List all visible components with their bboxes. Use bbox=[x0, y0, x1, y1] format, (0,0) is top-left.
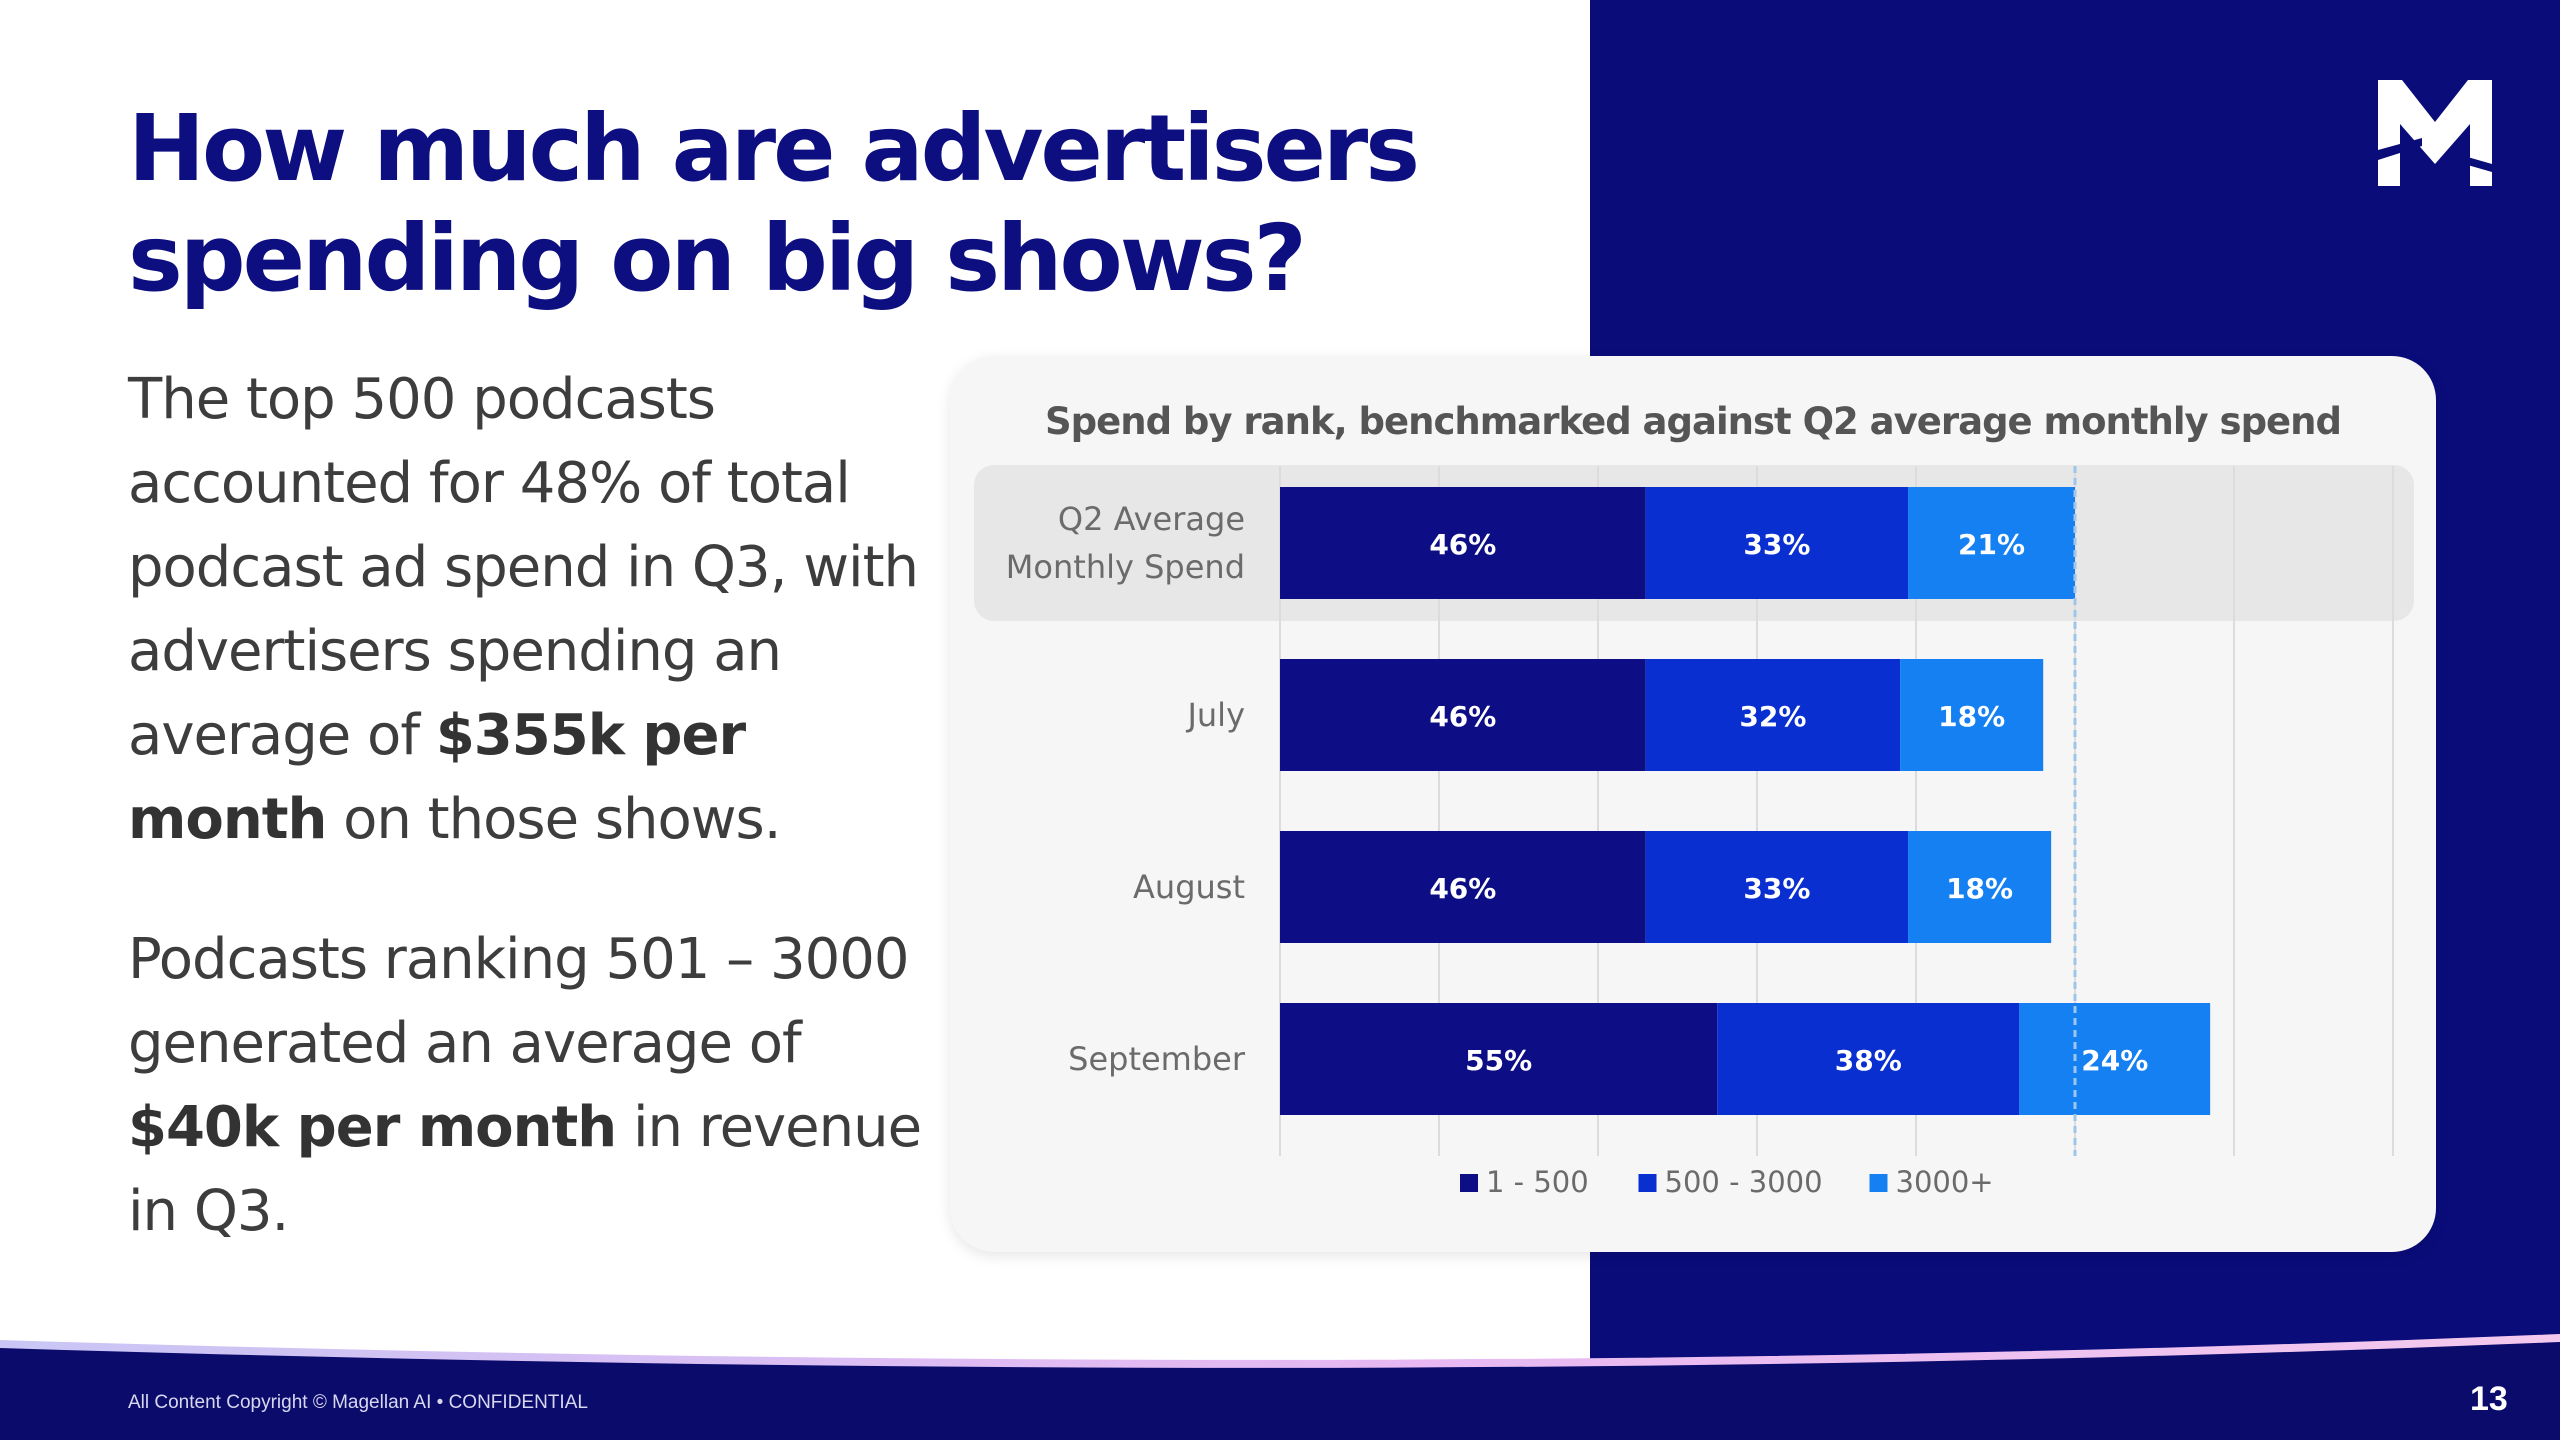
footer-copyright: All Content Copyright © Magellan AI • CO… bbox=[128, 1392, 588, 1413]
legend-label: 3000+ bbox=[1896, 1165, 1994, 1199]
bar-segment bbox=[1645, 659, 1901, 771]
bar-segment bbox=[1280, 831, 1646, 943]
legend-label: 500 - 3000 bbox=[1665, 1165, 1823, 1199]
page-number: 13 bbox=[2470, 1380, 2508, 1418]
bar-data-label: 32% bbox=[1739, 700, 1806, 733]
bar-data-label: 46% bbox=[1429, 872, 1496, 905]
footer-band bbox=[0, 1342, 2560, 1440]
bar-data-label: 33% bbox=[1743, 528, 1810, 561]
bar-data-label: 18% bbox=[1938, 700, 2005, 733]
bar-segment bbox=[1645, 831, 1909, 943]
emphasis-40k: $40k per month bbox=[128, 1095, 617, 1160]
title-line-1: How much are advertisers bbox=[128, 95, 1420, 202]
legend-label: 1 - 500 bbox=[1486, 1165, 1589, 1199]
category-label: July bbox=[1185, 696, 1245, 734]
bar-segment bbox=[1280, 659, 1646, 771]
chart-title: Spend by rank, benchmarked against Q2 av… bbox=[1045, 400, 2341, 443]
slide-title: How much are advertisers spending on big… bbox=[128, 94, 1528, 314]
bar-segment bbox=[1908, 831, 2052, 943]
category-label: August bbox=[1133, 868, 1245, 906]
magellan-logo-icon bbox=[2378, 80, 2492, 186]
bar-data-label: 55% bbox=[1465, 1044, 1532, 1077]
bar-segment bbox=[1280, 487, 1646, 599]
legend-swatch bbox=[1638, 1174, 1657, 1192]
category-label: September bbox=[1068, 1040, 1246, 1078]
bar-segment bbox=[1717, 1003, 2020, 1115]
bar-segment bbox=[1900, 659, 2044, 771]
bar-data-label: 38% bbox=[1835, 1044, 1902, 1077]
bar-data-label: 18% bbox=[1946, 872, 2013, 905]
title-line-2: spending on big shows? bbox=[128, 205, 1307, 312]
chart-card: Spend by rank, benchmarked against Q2 av… bbox=[950, 356, 2436, 1252]
bar-data-label: 33% bbox=[1743, 872, 1810, 905]
legend-swatch bbox=[1869, 1174, 1888, 1192]
bar-segment bbox=[1645, 487, 1909, 599]
bar-segment bbox=[2019, 1003, 2211, 1115]
bar-data-label: 24% bbox=[2081, 1044, 2148, 1077]
bar-segment bbox=[1280, 1003, 1718, 1115]
bar-segment bbox=[1908, 487, 2075, 599]
emphasis-355k: $355k per month bbox=[128, 703, 746, 852]
stacked-bar-chart: Spend by rank, benchmarked against Q2 av… bbox=[974, 400, 2414, 1199]
summary-paragraph-501-3000: Podcasts ranking 501 – 3000 generated an… bbox=[128, 927, 922, 1244]
bar-data-label: 46% bbox=[1429, 700, 1496, 733]
bar-data-label: 46% bbox=[1429, 528, 1496, 561]
category-label: Q2 Average Monthly Spend bbox=[1006, 500, 1245, 586]
legend-swatch bbox=[1460, 1174, 1478, 1192]
bar-data-label: 21% bbox=[1958, 528, 2025, 561]
summary-paragraph-top500: The top 500 podcasts accounted for 48% o… bbox=[128, 367, 919, 852]
